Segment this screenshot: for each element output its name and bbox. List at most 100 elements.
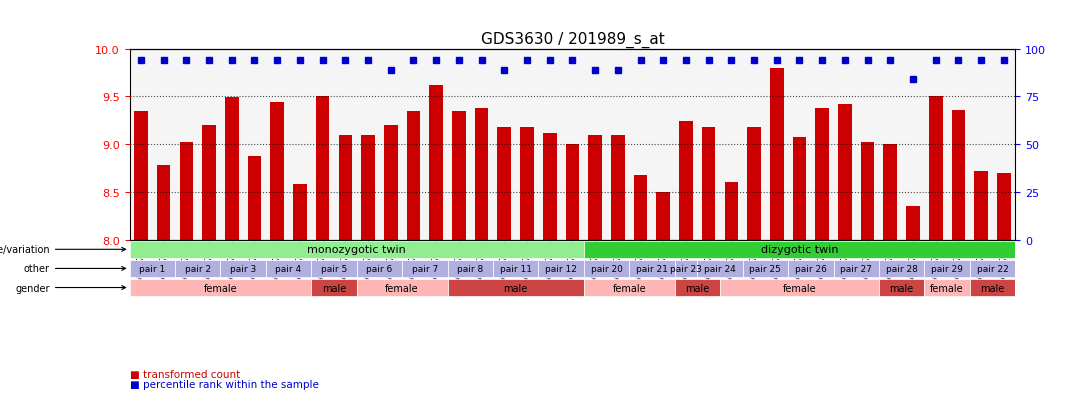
- Bar: [861, 143, 875, 240]
- Bar: [725, 183, 738, 240]
- Bar: [838, 105, 852, 240]
- Text: pair 7: pair 7: [411, 264, 437, 273]
- FancyBboxPatch shape: [130, 279, 311, 297]
- Text: female: female: [930, 283, 963, 293]
- Text: pair 28: pair 28: [886, 264, 918, 273]
- FancyBboxPatch shape: [698, 260, 743, 278]
- Text: male: male: [503, 283, 528, 293]
- Bar: [361, 135, 375, 240]
- FancyBboxPatch shape: [130, 241, 584, 258]
- Text: pair 3: pair 3: [230, 264, 256, 273]
- FancyBboxPatch shape: [924, 260, 970, 278]
- Text: pair 21: pair 21: [636, 264, 667, 273]
- Bar: [293, 185, 307, 240]
- Text: other: other: [24, 264, 125, 274]
- Bar: [157, 166, 171, 240]
- Bar: [951, 111, 966, 240]
- FancyBboxPatch shape: [311, 279, 356, 297]
- FancyBboxPatch shape: [402, 260, 447, 278]
- Bar: [634, 176, 647, 240]
- Bar: [747, 128, 761, 240]
- Bar: [498, 128, 511, 240]
- Text: pair 22: pair 22: [976, 264, 1009, 273]
- Title: GDS3630 / 201989_s_at: GDS3630 / 201989_s_at: [481, 32, 664, 48]
- Bar: [475, 109, 488, 240]
- Text: pair 11: pair 11: [500, 264, 531, 273]
- FancyBboxPatch shape: [538, 260, 584, 278]
- Text: female: female: [204, 283, 238, 293]
- Text: pair 2: pair 2: [185, 264, 211, 273]
- Bar: [997, 173, 1011, 240]
- FancyBboxPatch shape: [584, 279, 675, 297]
- Bar: [270, 103, 284, 240]
- FancyBboxPatch shape: [879, 260, 924, 278]
- Text: male: male: [890, 283, 914, 293]
- Text: pair 12: pair 12: [545, 264, 577, 273]
- Text: ■ percentile rank within the sample: ■ percentile rank within the sample: [130, 379, 319, 389]
- FancyBboxPatch shape: [630, 260, 675, 278]
- Text: female: female: [783, 283, 816, 293]
- Bar: [383, 126, 397, 240]
- Text: ■ transformed count: ■ transformed count: [130, 369, 240, 379]
- FancyBboxPatch shape: [447, 260, 492, 278]
- Text: pair 26: pair 26: [795, 264, 827, 273]
- Text: pair 25: pair 25: [750, 264, 781, 273]
- Bar: [793, 137, 807, 240]
- Text: dizygotic twin: dizygotic twin: [760, 245, 838, 255]
- Bar: [407, 112, 420, 240]
- Text: female: female: [612, 283, 646, 293]
- Text: pair 8: pair 8: [457, 264, 484, 273]
- Bar: [521, 128, 534, 240]
- Text: pair 20: pair 20: [591, 264, 622, 273]
- Bar: [179, 143, 193, 240]
- FancyBboxPatch shape: [220, 260, 266, 278]
- Bar: [679, 122, 692, 240]
- Bar: [247, 156, 261, 240]
- FancyBboxPatch shape: [924, 279, 970, 297]
- Bar: [657, 192, 670, 240]
- Bar: [315, 97, 329, 240]
- Bar: [906, 207, 920, 240]
- FancyBboxPatch shape: [584, 260, 630, 278]
- Text: male: male: [685, 283, 710, 293]
- FancyBboxPatch shape: [175, 260, 220, 278]
- FancyBboxPatch shape: [584, 241, 1015, 258]
- Bar: [338, 135, 352, 240]
- Bar: [611, 135, 624, 240]
- Bar: [883, 145, 897, 240]
- FancyBboxPatch shape: [311, 260, 356, 278]
- Text: female: female: [386, 283, 419, 293]
- Bar: [543, 133, 556, 240]
- Text: male: male: [322, 283, 346, 293]
- Text: pair 27: pair 27: [840, 264, 873, 273]
- FancyBboxPatch shape: [788, 260, 834, 278]
- Text: pair 4: pair 4: [275, 264, 301, 273]
- FancyBboxPatch shape: [970, 260, 1015, 278]
- Bar: [430, 86, 443, 240]
- Bar: [929, 97, 943, 240]
- FancyBboxPatch shape: [356, 279, 447, 297]
- Text: pair 23: pair 23: [670, 264, 702, 273]
- Bar: [566, 145, 579, 240]
- Text: gender: gender: [15, 283, 125, 293]
- Bar: [202, 126, 216, 240]
- Bar: [702, 128, 715, 240]
- Bar: [770, 69, 784, 240]
- FancyBboxPatch shape: [356, 260, 402, 278]
- Text: pair 29: pair 29: [931, 264, 963, 273]
- FancyBboxPatch shape: [879, 279, 924, 297]
- Text: monozygotic twin: monozygotic twin: [308, 245, 406, 255]
- FancyBboxPatch shape: [675, 260, 698, 278]
- FancyBboxPatch shape: [492, 260, 538, 278]
- Bar: [225, 98, 239, 240]
- FancyBboxPatch shape: [970, 279, 1015, 297]
- FancyBboxPatch shape: [675, 279, 720, 297]
- Text: pair 1: pair 1: [139, 264, 165, 273]
- Text: pair 24: pair 24: [704, 264, 735, 273]
- Text: male: male: [981, 283, 1004, 293]
- Bar: [453, 112, 465, 240]
- FancyBboxPatch shape: [834, 260, 879, 278]
- Bar: [974, 171, 988, 240]
- FancyBboxPatch shape: [266, 260, 311, 278]
- Bar: [589, 135, 602, 240]
